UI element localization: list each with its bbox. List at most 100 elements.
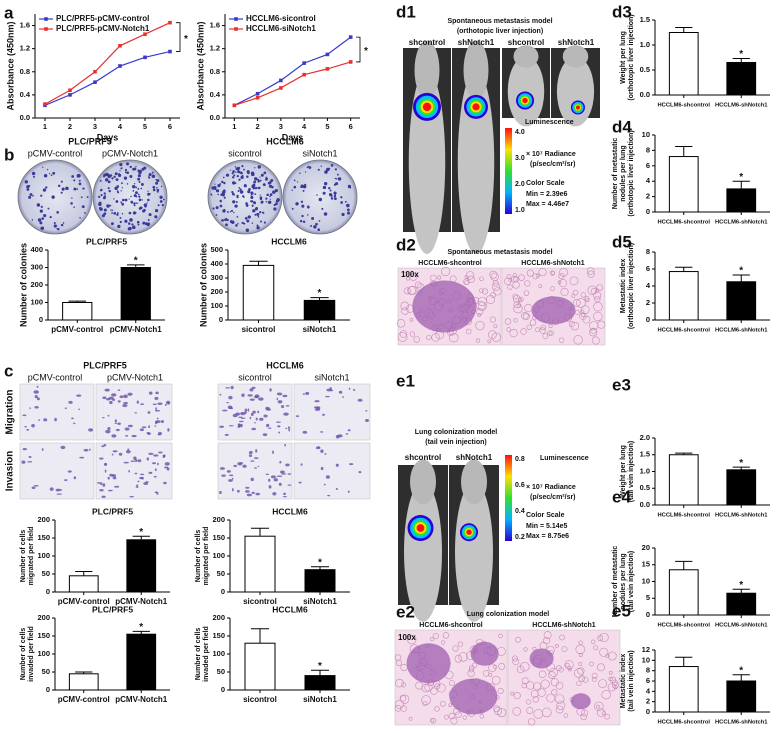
alveolus (464, 275, 469, 279)
colony (259, 179, 262, 182)
alveolus (596, 708, 606, 717)
colony (98, 195, 101, 198)
colony (300, 200, 304, 203)
y-tick-label: 0.8 (210, 67, 220, 76)
colony (127, 222, 131, 225)
colony (293, 185, 297, 189)
cell (162, 454, 166, 458)
y-tick-label: 20 (642, 543, 650, 552)
alveolus (400, 705, 407, 712)
alveolus (560, 287, 569, 296)
x-tick-label: HCCLM6-shcontrol (658, 623, 711, 629)
cell (117, 389, 121, 391)
y-tick-label: 0.5 (640, 483, 650, 492)
y-axis-label: migrated per field (28, 527, 35, 586)
y-tick-label: 100 (212, 551, 225, 560)
alveolus (437, 275, 442, 280)
significance-mark: * (134, 256, 138, 267)
point-marker (168, 49, 172, 54)
cell (119, 395, 124, 399)
alveolus (608, 676, 613, 682)
alveolus (548, 324, 553, 329)
alveolus (440, 640, 446, 645)
legend-marker (44, 27, 48, 31)
colony (61, 187, 65, 191)
colony (274, 188, 278, 193)
alveolus (512, 658, 520, 666)
alveolus (396, 319, 406, 328)
colony (241, 165, 244, 168)
figure-text: pCMV-Notch1 (107, 372, 163, 382)
cell (73, 422, 76, 425)
colony (301, 214, 304, 218)
alveolus (436, 683, 446, 693)
colony (215, 214, 218, 216)
colony (156, 188, 160, 192)
cell (240, 417, 246, 419)
bar (726, 188, 757, 213)
alveolus (590, 327, 597, 334)
colony (148, 213, 152, 217)
colony (265, 176, 268, 179)
colony (265, 197, 268, 200)
cell (125, 450, 131, 454)
colony (139, 169, 142, 173)
colony (155, 181, 159, 185)
figure-text: 0.8 (515, 456, 525, 463)
colony (106, 204, 110, 208)
y-axis-label: Weight per lung (620, 445, 627, 498)
colony (273, 203, 276, 207)
significance-mark: * (739, 266, 743, 277)
y-tick-label: 0.5 (640, 65, 650, 74)
colony (56, 227, 59, 230)
colony (40, 194, 43, 197)
cell (164, 462, 170, 466)
colony (340, 196, 343, 199)
point-marker (348, 35, 353, 39)
alveolus (521, 677, 529, 685)
cell (101, 495, 106, 498)
alveolus (489, 316, 496, 323)
alveolus (594, 701, 604, 712)
colony (250, 196, 254, 200)
x-tick-label: 5 (325, 122, 329, 131)
cell (225, 387, 231, 389)
figure-text: HCCLM6-shNotch1 (532, 622, 595, 629)
y-axis-label: Number of colonies (18, 243, 28, 327)
alveolus (493, 665, 497, 669)
cell (153, 475, 157, 478)
alveolus (601, 711, 606, 716)
y-axis-label: Metastatic index (620, 259, 627, 314)
cell (147, 432, 151, 435)
mouse-head (410, 459, 436, 505)
x-tick-label: HCCLM6-shNotch1 (715, 623, 768, 629)
colony (78, 179, 81, 182)
alveolus (612, 679, 618, 686)
colony (256, 226, 260, 230)
colony (223, 181, 226, 185)
cell (252, 410, 256, 414)
colony (53, 224, 57, 228)
figure-text: Spontaneous metastasis model (447, 18, 552, 25)
colony (42, 166, 44, 168)
colony (65, 186, 69, 191)
x-tick-label: siNotch1 (303, 597, 337, 606)
cell (152, 403, 157, 406)
cell (242, 464, 247, 468)
colony (214, 183, 216, 185)
y-tick-label: 2 (646, 192, 650, 201)
figure-text: shNotch1 (456, 453, 493, 462)
colony (269, 198, 271, 200)
cell (285, 463, 290, 467)
micrograph (19, 383, 95, 441)
cell (226, 470, 231, 473)
figure-text: Max = 8.75e6 (526, 533, 569, 540)
cell (272, 492, 277, 496)
y-axis-label: Number of colonies (198, 243, 208, 327)
cell (268, 427, 272, 429)
cell (245, 490, 250, 493)
y-tick-label: 5 (646, 593, 650, 602)
cell (259, 417, 264, 421)
colony (259, 176, 261, 178)
cell (43, 418, 48, 422)
